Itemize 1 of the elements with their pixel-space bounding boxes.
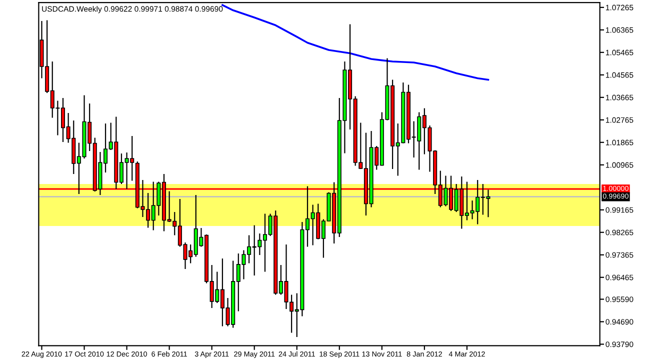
line-series xyxy=(222,4,490,81)
